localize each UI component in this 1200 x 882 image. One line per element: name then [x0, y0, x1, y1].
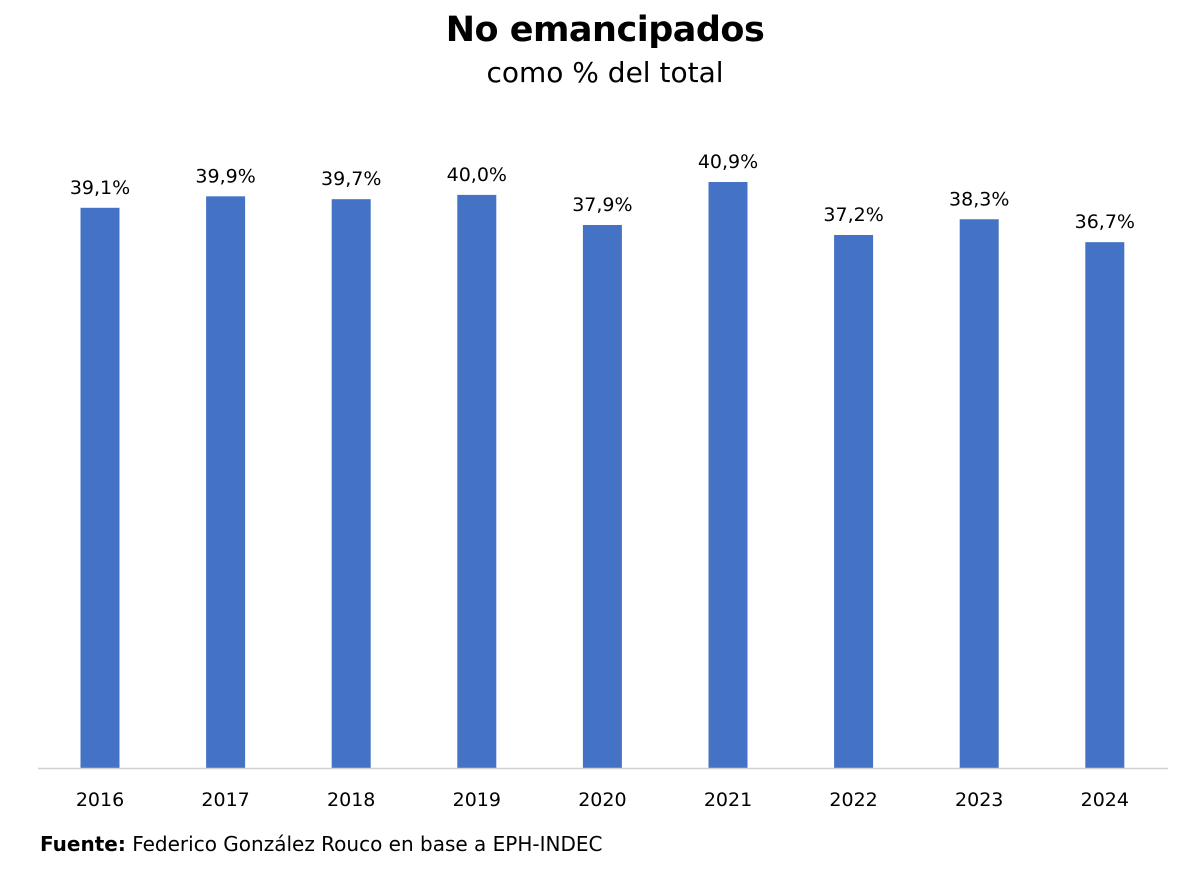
chart-title: No emancipados: [445, 10, 765, 50]
x-tick-label-2019: 2019: [453, 789, 501, 811]
data-label-2024: 36,7%: [1075, 211, 1135, 233]
source-label: Fuente:: [40, 832, 126, 856]
bar-2018: [331, 199, 371, 768]
x-tick-label-2024: 2024: [1081, 789, 1129, 811]
x-tick-label-2023: 2023: [955, 789, 1003, 811]
source-text: Federico González Rouco en base a EPH-IN…: [132, 832, 603, 856]
bar-2023: [959, 219, 999, 768]
chart-subtitle: como % del total: [486, 56, 724, 89]
x-tick-label-2020: 2020: [578, 789, 626, 811]
data-label-2016: 39,1%: [70, 177, 130, 199]
x-tick-label-2021: 2021: [704, 789, 752, 811]
bar-2019: [457, 194, 497, 768]
x-tick-label-2016: 2016: [76, 789, 124, 811]
data-label-2022: 37,2%: [823, 204, 883, 226]
data-label-2021: 40,9%: [698, 151, 758, 173]
data-label-2019: 40,0%: [447, 164, 507, 186]
data-label-2023: 38,3%: [949, 188, 1009, 210]
data-label-2018: 39,7%: [321, 168, 381, 190]
x-tick-label-2018: 2018: [327, 789, 375, 811]
bar-2022: [834, 235, 874, 769]
bar-2021: [708, 182, 748, 768]
x-tick-label-2022: 2022: [829, 789, 877, 811]
data-label-2017: 39,9%: [195, 165, 255, 187]
x-tick-label-2017: 2017: [201, 789, 249, 811]
bar-2020: [582, 224, 622, 768]
data-label-2020: 37,9%: [572, 194, 632, 216]
source-note: Fuente: Federico González Rouco en base …: [40, 832, 602, 856]
bar-2016: [80, 207, 120, 768]
bar-2024: [1085, 242, 1125, 769]
bar-2017: [206, 196, 246, 768]
